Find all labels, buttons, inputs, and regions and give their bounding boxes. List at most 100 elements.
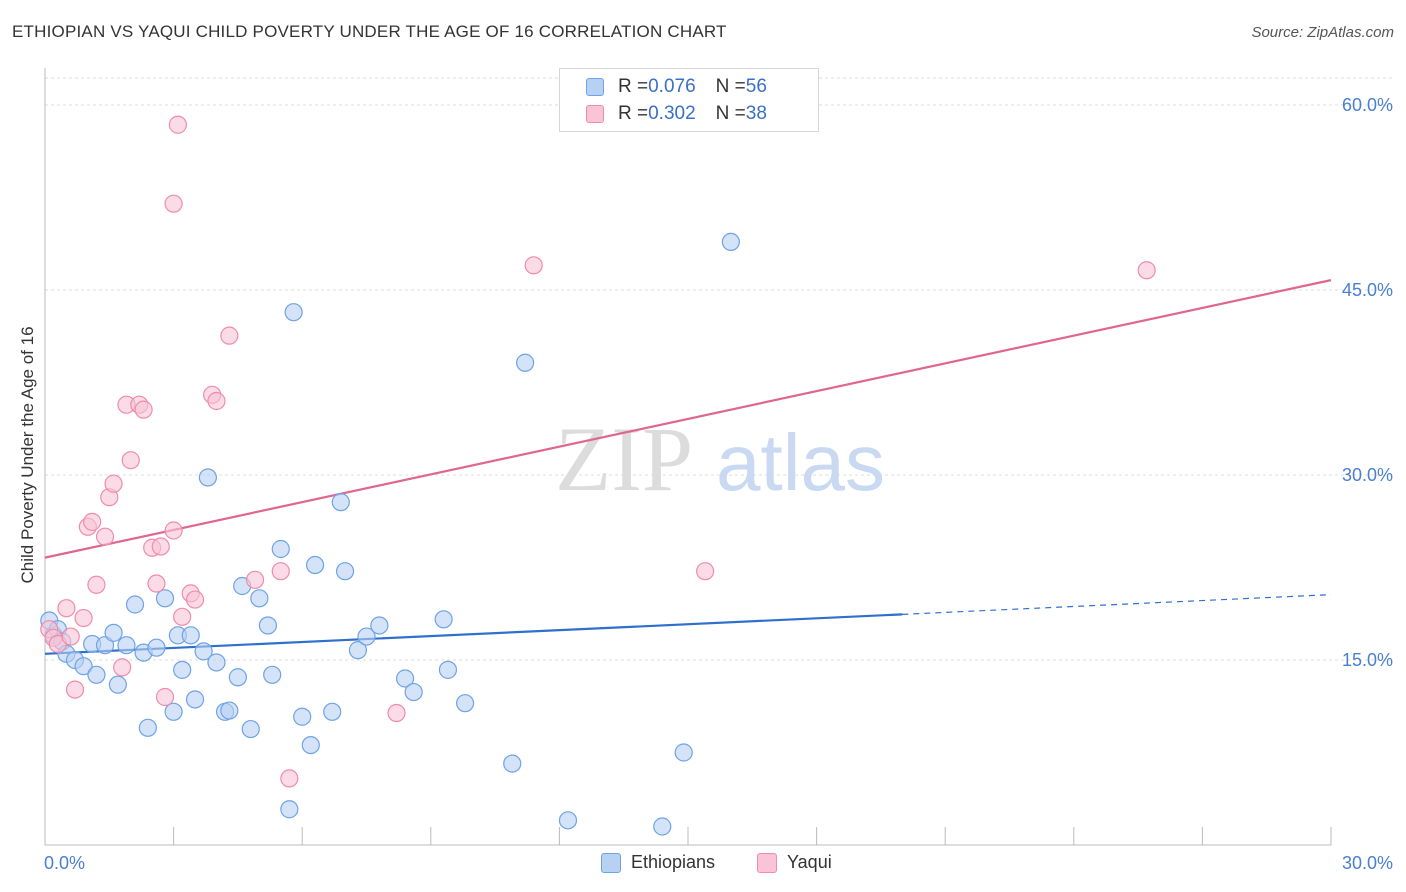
point-yaqui bbox=[134, 400, 153, 419]
tick-labels: 15.0% 30.0% 45.0% 60.0% 0.0% 30.0% bbox=[44, 95, 1393, 873]
point-yaqui bbox=[113, 658, 132, 677]
point-yaqui bbox=[220, 326, 239, 345]
point-ethiopians bbox=[258, 616, 278, 635]
point-ethiopians bbox=[198, 468, 217, 487]
point-ethiopians bbox=[228, 668, 247, 687]
point-ethiopians bbox=[503, 754, 522, 773]
x-tick-label: 0.0% bbox=[44, 853, 85, 873]
point-ethiopians bbox=[404, 682, 423, 702]
point-ethiopians bbox=[74, 657, 93, 676]
point-yaqui bbox=[147, 574, 166, 593]
x-tick-label: 30.0% bbox=[1342, 853, 1393, 873]
y-tick-label: 15.0% bbox=[1342, 650, 1393, 670]
point-yaqui bbox=[83, 512, 102, 531]
point-ethiopians bbox=[653, 817, 672, 836]
point-yaqui bbox=[61, 627, 80, 646]
trend-line-ethiopians-extension bbox=[902, 594, 1332, 615]
point-ethiopians bbox=[335, 562, 355, 581]
legend-n-value: 38 bbox=[745, 103, 767, 124]
point-yaqui bbox=[164, 521, 183, 540]
point-yaqui bbox=[207, 391, 226, 411]
point-yaqui bbox=[104, 474, 123, 493]
point-ethiopians bbox=[284, 303, 303, 322]
legend-row-yaqui: R = 0.302 N = 38 bbox=[586, 101, 767, 127]
point-ethiopians bbox=[104, 623, 123, 642]
bottom-legend-yaqui: Yaqui bbox=[757, 852, 832, 873]
point-yaqui bbox=[168, 115, 187, 134]
bottom-legend-ethiopians: Ethiopians bbox=[601, 852, 715, 873]
point-ethiopians bbox=[108, 675, 127, 694]
point-yaqui bbox=[173, 607, 192, 626]
point-ethiopians bbox=[181, 626, 200, 645]
point-ethiopians bbox=[301, 735, 320, 755]
legend-n-label: N = bbox=[715, 76, 746, 97]
point-ethiopians bbox=[293, 707, 312, 726]
point-ethiopians bbox=[155, 589, 175, 608]
stats-legend: R = 0.076 N = 56 R = 0.302 N = 38 bbox=[559, 68, 819, 132]
point-ethiopians bbox=[516, 353, 535, 372]
legend-n-value: 56 bbox=[745, 76, 767, 97]
point-yaqui bbox=[245, 570, 265, 589]
point-ethiopians bbox=[280, 800, 299, 819]
point-yaqui bbox=[387, 703, 406, 723]
point-ethiopians bbox=[220, 701, 239, 720]
point-ethiopians bbox=[125, 595, 145, 614]
trend-line-yaqui bbox=[44, 279, 1332, 559]
point-ethiopians bbox=[348, 641, 368, 660]
y-tick-label: 60.0% bbox=[1342, 95, 1393, 115]
point-yaqui bbox=[271, 562, 290, 581]
point-yaqui bbox=[1137, 261, 1156, 280]
legend-row-ethiopians: R = 0.076 N = 56 bbox=[586, 74, 767, 100]
point-yaqui bbox=[280, 769, 299, 788]
y-tick-label: 30.0% bbox=[1342, 465, 1393, 485]
legend-r-value: 0.302 bbox=[648, 103, 696, 124]
point-yaqui bbox=[151, 537, 170, 556]
point-ethiopians bbox=[331, 493, 350, 512]
point-ethiopians bbox=[147, 638, 166, 657]
point-ethiopians bbox=[207, 653, 226, 672]
bottom-legend-swatch-yaqui bbox=[757, 852, 777, 873]
legend-swatch-ethiopians bbox=[586, 78, 604, 96]
point-ethiopians bbox=[263, 665, 282, 684]
point-yaqui bbox=[121, 451, 140, 470]
point-ethiopians bbox=[185, 690, 205, 709]
watermark-atlas: atlas bbox=[716, 418, 885, 507]
point-yaqui bbox=[164, 194, 183, 213]
bottom-legend-swatch-ethiopians bbox=[601, 852, 621, 873]
point-ethiopians bbox=[194, 642, 213, 661]
legend-n-label: N = bbox=[715, 103, 746, 124]
data-points bbox=[40, 115, 1156, 836]
point-yaqui bbox=[95, 527, 115, 546]
axes bbox=[44, 68, 1332, 846]
point-ethiopians bbox=[395, 669, 415, 688]
trend-lines bbox=[44, 279, 1332, 655]
point-ethiopians bbox=[357, 627, 376, 646]
source-note: Source: ZipAtlas.com bbox=[1251, 24, 1394, 41]
legend-swatch-yaqui bbox=[586, 105, 604, 123]
point-ethiopians bbox=[438, 660, 458, 679]
legend-r-label: R = bbox=[618, 76, 649, 97]
point-ethiopians bbox=[241, 719, 260, 739]
point-yaqui bbox=[524, 256, 543, 275]
point-ethiopians bbox=[138, 718, 157, 737]
legend-r-label: R = bbox=[618, 103, 649, 124]
point-yaqui bbox=[65, 680, 85, 699]
point-yaqui bbox=[87, 575, 106, 594]
point-yaqui bbox=[155, 687, 175, 707]
point-ethiopians bbox=[305, 555, 325, 575]
watermark: ZIP atlas bbox=[555, 408, 885, 510]
point-ethiopians bbox=[721, 232, 740, 251]
point-ethiopians bbox=[323, 702, 342, 721]
point-ethiopians bbox=[674, 743, 693, 762]
grid-lines bbox=[45, 77, 1392, 661]
trend-line-ethiopians bbox=[44, 613, 903, 655]
point-yaqui bbox=[696, 562, 715, 581]
point-ethiopians bbox=[95, 636, 115, 655]
point-ethiopians bbox=[164, 702, 183, 721]
point-yaqui bbox=[185, 590, 205, 609]
point-ethiopians bbox=[173, 660, 192, 679]
point-yaqui bbox=[74, 608, 93, 628]
point-ethiopians bbox=[434, 610, 453, 629]
y-tick-label: 45.0% bbox=[1342, 280, 1393, 300]
